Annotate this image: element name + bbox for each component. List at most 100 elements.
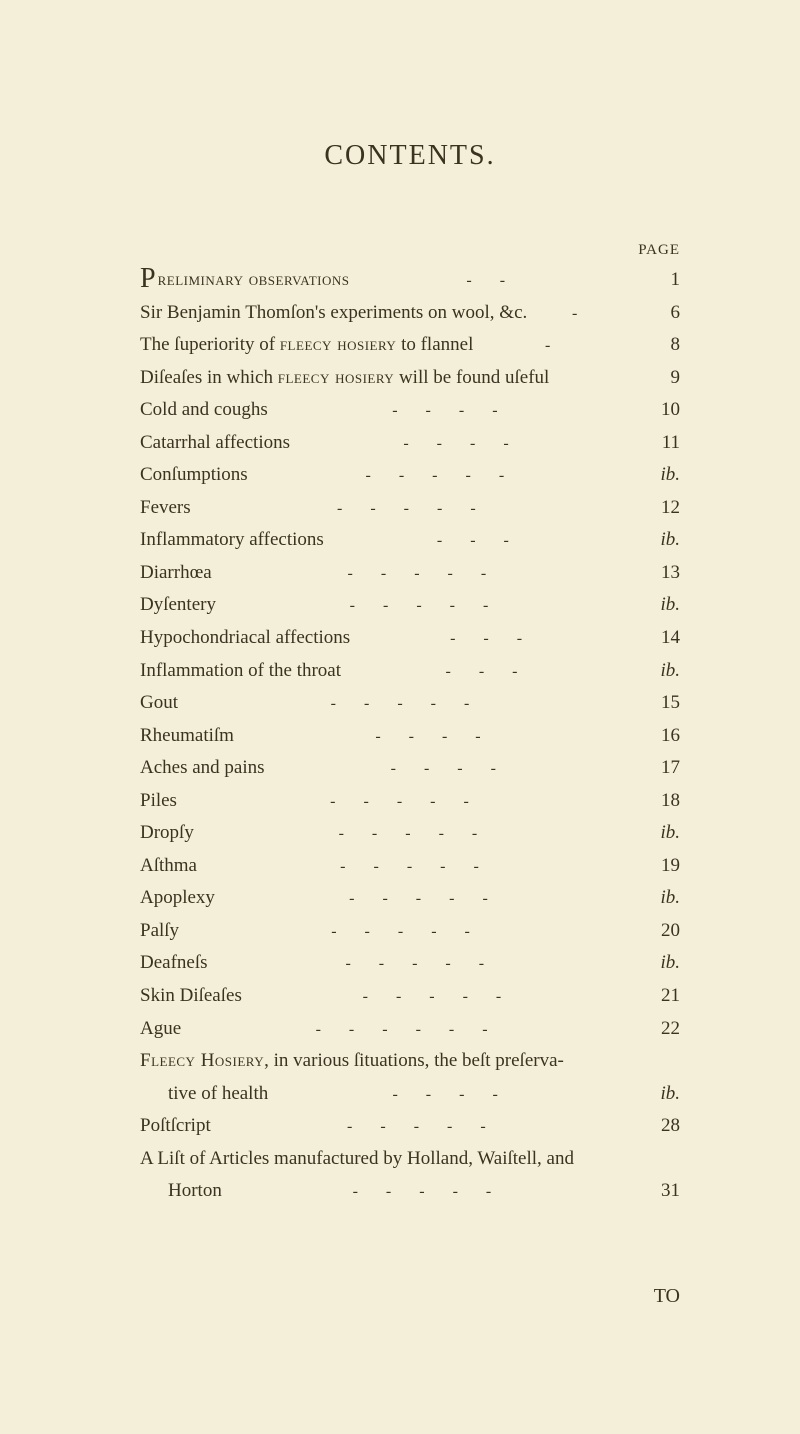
toc-entry: Cold and coughs----10 xyxy=(140,396,680,424)
toc-entry: A Liſt of Articles manufactured by Holla… xyxy=(140,1145,680,1173)
entry-text: Inflammatory affections xyxy=(140,529,324,550)
entry-page: 28 xyxy=(650,1112,680,1140)
toc-entry: Gout-----15 xyxy=(140,689,680,717)
entry-label: The ſuperiority of fleecy hosiery to fla… xyxy=(140,331,473,359)
leader: - xyxy=(527,302,650,325)
leader: ----- xyxy=(191,497,650,520)
toc-entry: Apoplexy-----ib. xyxy=(140,884,680,912)
entry-text: Diarrhœa xyxy=(140,562,212,583)
entry-text: Aches and pains xyxy=(140,757,265,778)
leader: ---- xyxy=(265,757,650,780)
entry-label: Poſtſcript xyxy=(140,1112,211,1140)
entry-page: ib. xyxy=(650,526,680,554)
entry-label: Horton xyxy=(168,1177,222,1205)
toc-entry: Horton-----31 xyxy=(140,1177,680,1205)
leader: ----- xyxy=(177,790,650,813)
entry-label: tive of health xyxy=(168,1080,268,1108)
leader: ---- xyxy=(268,399,650,422)
entry-page: 18 xyxy=(650,787,680,815)
entry-text: Aſthma xyxy=(140,855,197,876)
toc-entry: Inflammatory affections---ib. xyxy=(140,526,680,554)
entry-page: 1 xyxy=(650,266,680,294)
leader: --- xyxy=(324,529,650,552)
entry-label: Rheumatiſm xyxy=(140,722,234,750)
entry-text: Poſtſcript xyxy=(140,1115,211,1136)
toc-entry: Fleecy Hosiery, in various ſituations, t… xyxy=(140,1047,680,1075)
entry-label: Gout xyxy=(140,689,178,717)
entry-page: 8 xyxy=(650,331,680,359)
page: CONTENTS. PAGE Preliminary observations-… xyxy=(0,0,800,1368)
toc-entry: Conſumptions-----ib. xyxy=(140,461,680,489)
entry-text: Dyſentery xyxy=(140,594,216,615)
entry-text: The ſuperiority of xyxy=(140,334,280,355)
leader: ---- xyxy=(290,432,650,455)
entry-text-post: , in various ſituations, the beſt preſer… xyxy=(264,1050,564,1071)
entry-page: ib. xyxy=(650,949,680,977)
leader: ----- xyxy=(179,920,650,943)
entry-page: 20 xyxy=(650,917,680,945)
page-header: PAGE xyxy=(140,242,680,259)
entry-text: Dropſy xyxy=(140,822,194,843)
toc-entry: Rheumatiſm----16 xyxy=(140,722,680,750)
toc-entry: Poſtſcript-----28 xyxy=(140,1112,680,1140)
toc-entry: Catarrhal affections----11 xyxy=(140,429,680,457)
entry-label: Inflammatory affections xyxy=(140,526,324,554)
entry-label: Deafneſs xyxy=(140,949,208,977)
entry-text-sc: Fleecy Hosiery xyxy=(140,1050,264,1071)
entry-page: 16 xyxy=(650,722,680,750)
toc-entry: tive of health----ib. xyxy=(140,1080,680,1108)
entry-page: ib. xyxy=(650,657,680,685)
toc-entry: Aſthma-----19 xyxy=(140,852,680,880)
entry-text-sc: reliminary observations xyxy=(158,269,350,290)
entry-text: Rheumatiſm xyxy=(140,725,234,746)
leader: ------ xyxy=(181,1018,650,1041)
toc-entry: Aches and pains----17 xyxy=(140,754,680,782)
entry-label: A Liſt of Articles manufactured by Holla… xyxy=(140,1145,574,1173)
entry-text-sc: fleecy hosiery xyxy=(280,334,396,355)
entry-label: Skin Diſeaſes xyxy=(140,982,242,1010)
entry-text: Skin Diſeaſes xyxy=(140,985,242,1006)
leader: - xyxy=(473,334,650,357)
entry-label: Inflammation of the throat xyxy=(140,657,341,685)
leader: ----- xyxy=(178,692,650,715)
entry-page: 31 xyxy=(650,1177,680,1205)
leader: -- xyxy=(350,269,650,292)
entry-page: 11 xyxy=(650,429,680,457)
entry-page: 19 xyxy=(650,852,680,880)
entry-text: Fevers xyxy=(140,497,191,518)
entry-text: A Liſt of Articles manufactured by Holla… xyxy=(140,1148,574,1169)
entry-page: 22 xyxy=(650,1015,680,1043)
leader: ----- xyxy=(211,1115,650,1138)
entry-label: Fleecy Hosiery, in various ſituations, t… xyxy=(140,1047,564,1075)
entry-label: Apoplexy xyxy=(140,884,215,912)
entry-label: Preliminary observations xyxy=(140,265,350,294)
entry-label: Dropſy xyxy=(140,819,194,847)
leader: ----- xyxy=(248,464,650,487)
entry-text: Apoplexy xyxy=(140,887,215,908)
entries-list: Preliminary observations--1Sir Benjamin … xyxy=(140,265,680,1205)
entry-label: Dyſentery xyxy=(140,591,216,619)
entry-text: tive of health xyxy=(168,1083,268,1104)
entry-page: ib. xyxy=(650,1080,680,1108)
entry-text: Hypochondriacal affections xyxy=(140,627,350,648)
entry-text-sc: fleecy hosiery xyxy=(278,367,394,388)
entry-text: Conſumptions xyxy=(140,464,248,485)
entry-label: Aſthma xyxy=(140,852,197,880)
entry-page: ib. xyxy=(650,461,680,489)
entry-text: Inflammation of the throat xyxy=(140,660,341,681)
toc-entry: Dyſentery-----ib. xyxy=(140,591,680,619)
leader: --- xyxy=(350,627,650,650)
entry-text: Diſeaſes in which xyxy=(140,367,278,388)
entry-label: Cold and coughs xyxy=(140,396,268,424)
leader: ----- xyxy=(197,855,650,878)
toc-entry: Dropſy-----ib. xyxy=(140,819,680,847)
entry-page: 10 xyxy=(650,396,680,424)
entry-page: 12 xyxy=(650,494,680,522)
toc-entry: Palſy-----20 xyxy=(140,917,680,945)
toc-entry: Ague------22 xyxy=(140,1015,680,1043)
entry-label: Piles xyxy=(140,787,177,815)
entry-text: Gout xyxy=(140,692,178,713)
toc-entry: Deafneſs-----ib. xyxy=(140,949,680,977)
entry-label: Fevers xyxy=(140,494,191,522)
entry-page: 6 xyxy=(650,299,680,327)
